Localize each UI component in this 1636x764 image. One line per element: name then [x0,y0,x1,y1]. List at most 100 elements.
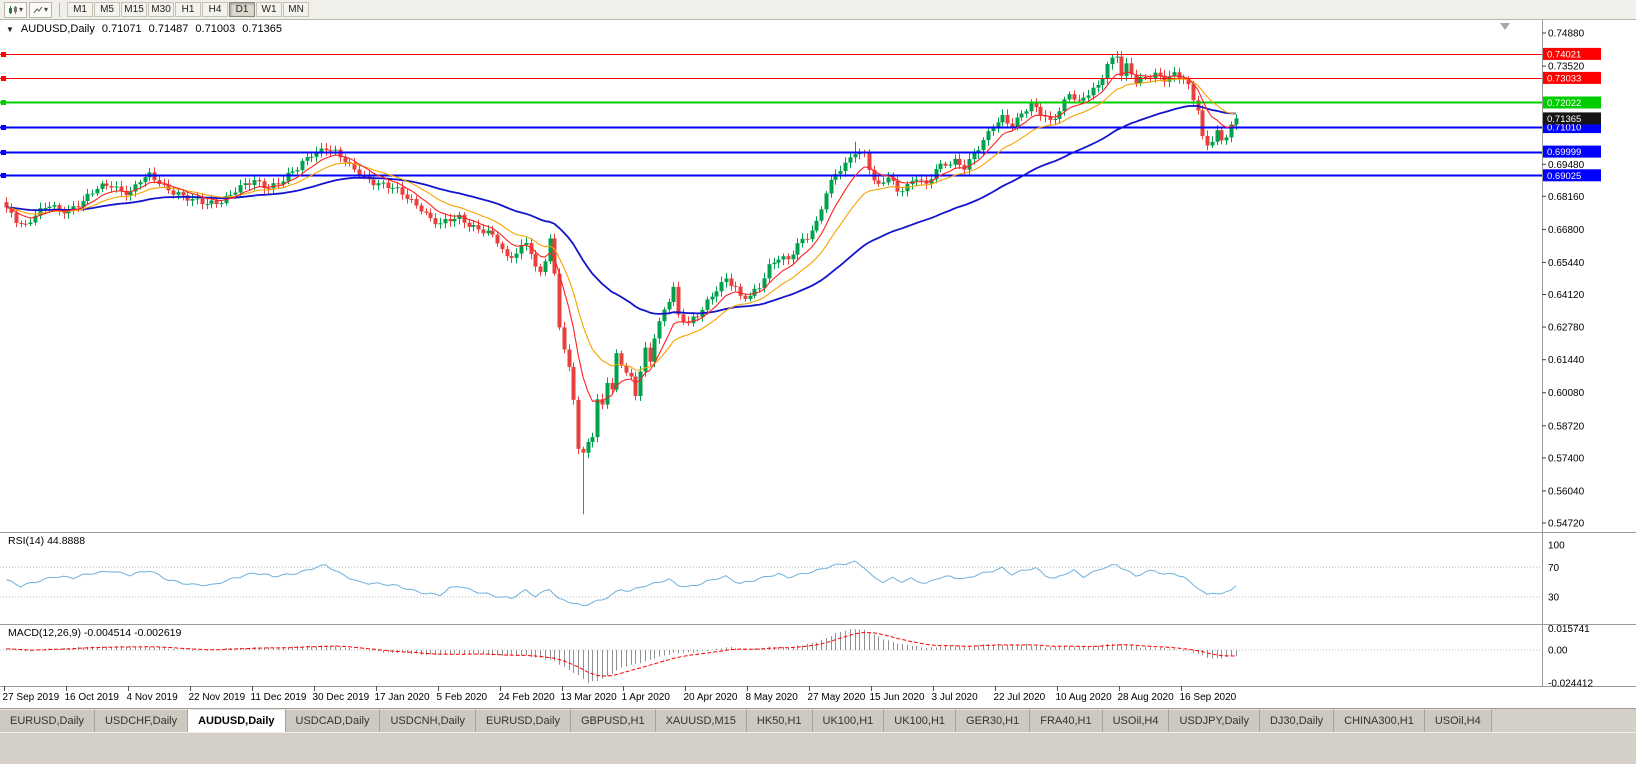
price-level-label: 0.71365 [1547,114,1581,125]
macd-scale-label: -0.024412 [1548,679,1593,690]
price-level-label: 0.71010 [1547,123,1581,134]
date-label: 28 Aug 2020 [1118,692,1175,703]
chart-tab-uk100-h1[interactable]: UK100,H1 [812,709,885,732]
rsi-scale-label: 30 [1548,593,1560,604]
price-tick-label: 0.56040 [1548,486,1585,497]
price-tick-label: 0.57400 [1548,453,1585,464]
chart-tab-usdcad-daily[interactable]: USDCAD,Daily [285,709,381,732]
chart-type-candlestick-button[interactable]: ▾ [4,1,28,18]
timeframe-button-m5[interactable]: M5 [94,2,121,17]
macd-scale-label: 0.00 [1548,646,1568,657]
timeframe-button-h4[interactable]: H4 [202,2,229,17]
date-label: 15 Jun 2020 [870,692,925,703]
date-label: 1 Apr 2020 [622,692,671,703]
chart-tab-usdchf-daily[interactable]: USDCHF,Daily [94,709,189,732]
hline-handle[interactable] [1,100,6,105]
timeframe-button-group: M1 M5 M15 M30 H1 H4 D1 W1 MN [67,2,310,17]
timeframe-button-d1[interactable]: D1 [229,2,256,17]
hline-handle[interactable] [1,76,6,81]
price-tick-label: 0.68160 [1548,192,1585,203]
price-tick-label: 0.61440 [1548,355,1585,366]
chart-tab-dj30-daily[interactable]: DJ30,Daily [1259,709,1335,732]
date-label: 11 Dec 2019 [251,692,307,703]
hline-handle[interactable] [1,125,6,130]
line-chart-icon [33,6,43,13]
date-label: 22 Nov 2019 [189,692,246,703]
timeframe-button-m30[interactable]: M30 [148,2,175,17]
date-label: 8 May 2020 [746,692,799,703]
chart-tab-fra40-h1[interactable]: FRA40,H1 [1030,709,1103,732]
price-tick-label: 0.64120 [1548,290,1585,301]
timeframe-button-h1[interactable]: H1 [175,2,202,17]
date-label: 27 Sep 2019 [3,692,60,703]
timeframe-button-m1[interactable]: M1 [67,2,94,17]
horizontal-level-lines [0,52,1542,178]
fast-ma-line [6,71,1236,403]
chart-tab-ger30-h1[interactable]: GER30,H1 [956,709,1031,732]
candlesticks [4,51,1239,515]
price-level-label: 0.72022 [1547,98,1581,109]
date-label: 30 Dec 2019 [313,692,370,703]
rsi-scale-label: 100 [1548,541,1565,552]
moving-averages [6,71,1236,403]
rsi-line [6,560,1237,607]
price-tick-label: 0.60080 [1548,388,1585,399]
chevron-down-icon: ▾ [44,5,49,14]
price-tick-label: 0.54720 [1548,519,1585,530]
macd-signal-line [6,631,1236,677]
medium-ma-line [6,78,1236,371]
chart-tab-hk50-h1[interactable]: HK50,H1 [746,709,813,732]
chart-tab-usdcnh-daily[interactable]: USDCNH,Daily [380,709,477,732]
price-level-label: 0.69999 [1547,147,1581,158]
chart-tab-usoil-h4[interactable]: USOil,H4 [1424,709,1492,732]
chart-tab-uk100-h1[interactable]: UK100,H1 [884,709,957,732]
price-level-label: 0.69025 [1547,171,1581,182]
date-label: 20 Apr 2020 [684,692,738,703]
chart-collapse-icon[interactable]: ▼ [6,24,14,34]
chart-tab-audusd-daily[interactable]: AUDUSD,Daily [188,709,286,732]
price-tick-label: 0.65440 [1548,258,1585,269]
chart-tab-xauusd-m15[interactable]: XAUUSD,M15 [655,709,747,732]
chart-tab-china300-h1[interactable]: CHINA300,H1 [1334,709,1425,732]
hline-handle[interactable] [1,150,6,155]
chart-tab-usdjpy-daily[interactable]: USDJPY,Daily [1169,709,1260,732]
chart-tab-eurusd-daily[interactable]: EURUSD,Daily [0,709,95,732]
chart-tab-eurusd-daily[interactable]: EURUSD,Daily [476,709,571,732]
macd-panel [0,629,1542,684]
price-tick-label: 0.66800 [1548,225,1585,236]
chart-tab-gbpusd-h1[interactable]: GBPUSD,H1 [571,709,656,732]
chart-window[interactable]: 0.74880 0.73520 0.69480 0.68160 0.66800 0.654… [0,20,1636,708]
price-axis: 0.74880 0.73520 0.69480 0.68160 0.66800 0.654… [1542,29,1601,690]
hline-handle[interactable] [1,173,6,178]
price-level-label: 0.74021 [1547,49,1581,60]
date-label: 17 Jan 2020 [375,692,430,703]
date-label: 24 Feb 2020 [499,692,556,703]
toolbar-separator [59,2,61,17]
date-label: 3 Jul 2020 [932,692,979,703]
price-tick-label: 0.69480 [1548,160,1585,171]
chart-tab-bar: EURUSD,Daily USDCHF,Daily AUDUSD,Daily USDC… [0,708,1636,732]
time-axis: 27 Sep 2019 16 Oct 2019 4 Nov 2019 22 Nov 2… [3,686,1237,703]
chart-canvas[interactable]: 0.74880 0.73520 0.69480 0.68160 0.66800 0.654… [0,20,1636,708]
price-tick-label: 0.62780 [1548,323,1585,334]
candlestick-icon [9,5,17,14]
chart-tab-usoil-h4[interactable]: USOil,H4 [1102,709,1170,732]
timeframe-button-mn[interactable]: MN [283,2,310,17]
date-label: 5 Feb 2020 [437,692,488,703]
chart-shift-marker-icon[interactable] [1500,23,1510,30]
price-level-label: 0.73033 [1547,73,1581,84]
top-toolbar: ▾ ▾ M1 M5 M15 M30 H1 H4 D1 W1 MN [0,0,1636,20]
date-label: 22 Jul 2020 [994,692,1046,703]
date-label: 27 May 2020 [808,692,866,703]
chart-type-line-button[interactable]: ▾ [29,1,53,18]
timeframe-button-w1[interactable]: W1 [256,2,283,17]
date-label: 13 Mar 2020 [561,692,618,703]
hline-handle[interactable] [1,52,6,57]
price-tick-label: 0.58720 [1548,421,1585,432]
date-label: 4 Nov 2019 [127,692,179,703]
slow-ma-line [6,105,1236,315]
price-tick-label: 0.73520 [1548,62,1585,73]
timeframe-button-m15[interactable]: M15 [121,2,148,17]
chevron-down-icon: ▾ [19,5,24,14]
